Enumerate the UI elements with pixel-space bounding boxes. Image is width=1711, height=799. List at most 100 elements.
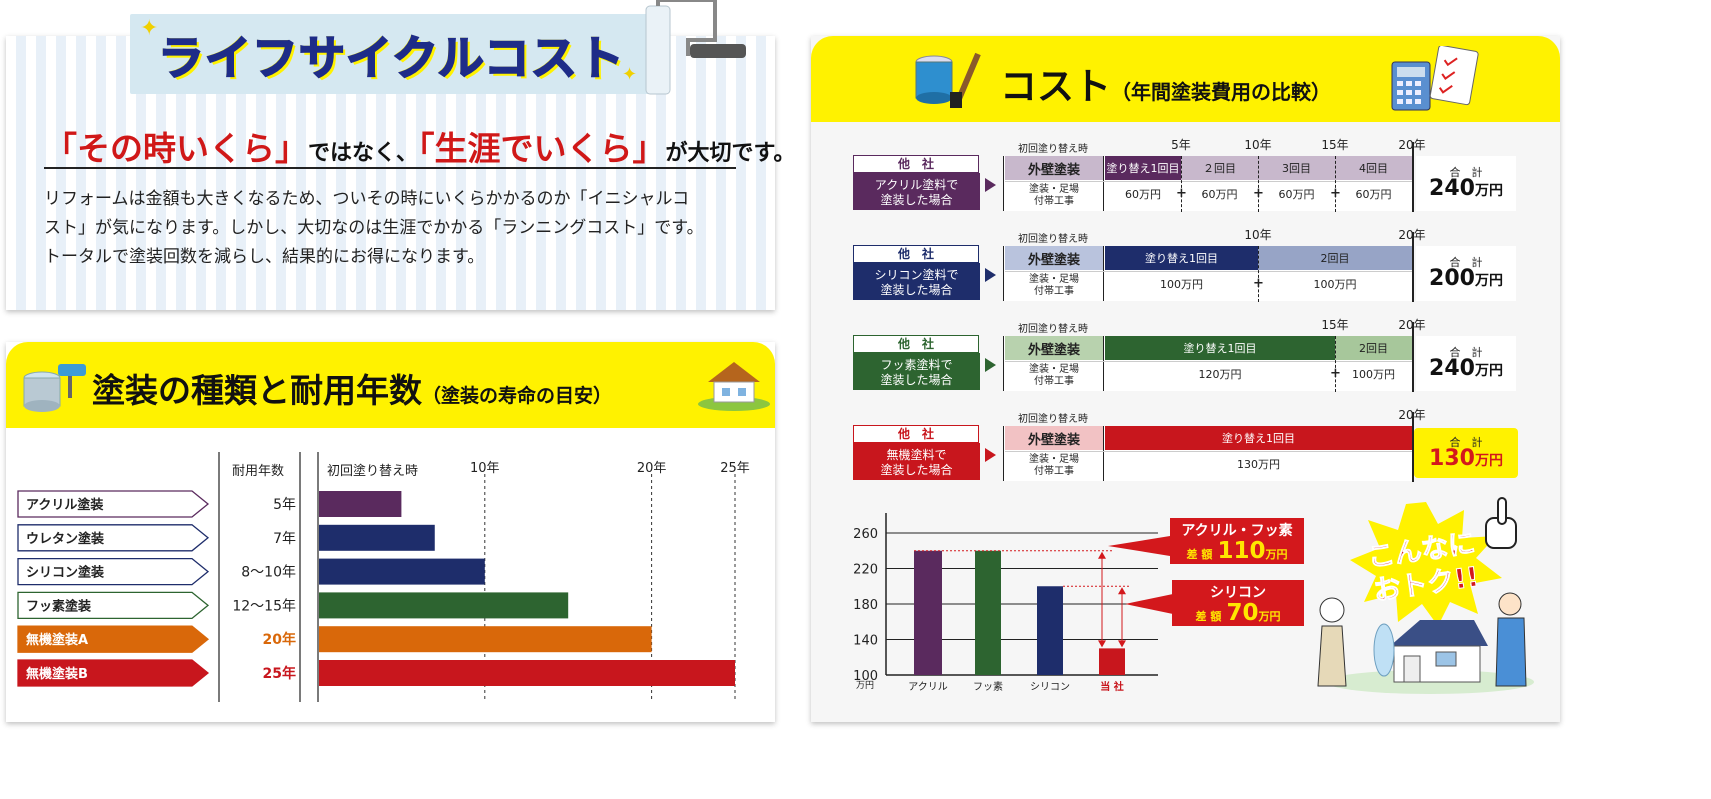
scaffold-cell: 塗装・足場 (1029, 184, 1079, 195)
y-tick-label: 260 (853, 527, 878, 542)
row-arrow-icon (985, 178, 996, 192)
row-arrow-icon (985, 448, 996, 462)
banner-title: ライフサイクルコスト (157, 30, 625, 86)
plus-icon: + (1330, 186, 1341, 201)
year-mark: 5年 (1171, 138, 1191, 152)
category-label: シリコン塗装 (26, 565, 104, 581)
first-repaint-label: 初回塗り替え時 (1018, 144, 1088, 155)
row-end-line (1412, 412, 1414, 482)
cost-title-text: コスト (1000, 65, 1111, 108)
total-unit: 万円 (1474, 183, 1503, 199)
category-label: アクリル塗装 (26, 497, 103, 513)
bar (1099, 648, 1125, 675)
arrow-head (1098, 551, 1106, 559)
durability-axis-title: 初回塗り替え時 (327, 464, 419, 479)
category-label: 無機塗装B (26, 666, 88, 682)
year-label: 8〜10年 (241, 565, 296, 581)
paint-desc-line: フッ素塗料で (880, 358, 953, 372)
x-tick-label: フッ素 (973, 680, 1003, 693)
paint-desc-line: 塗装した場合 (880, 463, 953, 477)
segment-bar: 4回目 (1335, 156, 1412, 180)
segment-bar: 2回目 (1258, 246, 1412, 270)
durability-title-text: 塗装の種類と耐用年数 (92, 371, 422, 410)
callout-num: 70 (1226, 600, 1259, 626)
category-label: 無機塗装A (26, 632, 88, 648)
scaffold-cell: 塗装・足場 (1029, 274, 1079, 285)
callout-value: 差 額 70万円 (1172, 600, 1304, 626)
cost-value: 100万円 (1313, 278, 1357, 291)
lifecycle-headline: 「その時いくら」ではなく、「生涯でいくら」が大切です。 (44, 122, 795, 170)
plus-icon: + (1253, 186, 1264, 201)
paint-desc-line: シリコン塗料で (874, 268, 959, 282)
row-arrow-icon (985, 358, 996, 372)
arrow-head (1118, 587, 1126, 595)
year-mark: 15年 (1321, 318, 1349, 332)
row-divider (1103, 336, 1104, 391)
row-divider (1103, 156, 1104, 211)
total-number: 240 (1429, 176, 1475, 201)
cost-value: 120万円 (1198, 368, 1242, 381)
scaffold-cell: 付帯工事 (1034, 196, 1074, 207)
wall-cell: 外壁塗装 (1005, 336, 1103, 360)
paint-desc-line: 塗装した場合 (880, 193, 953, 207)
callout-unit: 万円 (1265, 548, 1288, 561)
year-mark: 10年 (1244, 138, 1272, 152)
category-arrow (17, 625, 210, 653)
sparkle-icon: ✦ (140, 16, 159, 41)
category-label: フッ素塗装 (26, 598, 91, 614)
callout-prefix: 差 額 (1195, 610, 1222, 623)
comparison-chart-svg: 100 140 180 220 260 万円 アクリル フッ素 シリコン 当 社 (853, 513, 1158, 693)
callout-silicon: シリコン 差 額 70万円 (1172, 580, 1304, 626)
row-divider (1005, 271, 1412, 272)
callout-arrow (1125, 594, 1173, 614)
first-repaint-label: 初回塗り替え時 (1018, 234, 1088, 245)
house-scene-icon (1317, 592, 1534, 694)
dash-separator (1335, 156, 1336, 212)
year-label: 7年 (273, 531, 296, 547)
paint-desc-line: 塗装した場合 (880, 283, 953, 297)
year-label: 5年 (273, 497, 296, 513)
plus-icon: + (1176, 186, 1187, 201)
body-line: スト」が気になります。しかし、大切なのは生涯でかかる「ランニングコスト」です。 (44, 218, 704, 238)
banner: ライフサイクルコスト ✦ ✦ (130, 14, 650, 94)
total-box (1416, 156, 1516, 211)
row-end-line (1412, 232, 1414, 302)
segment-bar: 2回目 (1335, 336, 1412, 360)
calculator-icon (1391, 46, 1479, 111)
headline-black-1: ではなく、 (308, 141, 419, 166)
dash-separator (1335, 336, 1336, 392)
plus-icon: + (1253, 276, 1264, 291)
bar (319, 524, 435, 551)
bar (975, 550, 1001, 675)
total-box (1416, 336, 1516, 391)
body-line: リフォームは金額も大きくなるため、ついその時にいくらかかるのか「イニシャルコ (44, 189, 690, 209)
plus-icon: + (1330, 366, 1341, 381)
wall-cell: 外壁塗装 (1005, 426, 1103, 450)
total-burst (1414, 428, 1518, 478)
category-arrow (17, 524, 210, 552)
first-repaint-label: 初回塗り替え時 (1018, 414, 1088, 425)
paint-desc-line: 無機塗料で (886, 448, 947, 462)
cost-value: 60万円 (1201, 188, 1238, 201)
total-label: 合 計 (1449, 256, 1483, 269)
paint-desc-line: 塗装した場合 (880, 373, 953, 387)
year-label: 25年 (263, 665, 296, 682)
scaffold-cell: 塗装・足場 (1029, 454, 1079, 465)
segment-bar: 塗り替え1回目 (1105, 246, 1258, 270)
bar (914, 550, 942, 675)
total-label: 合 計 (1449, 436, 1483, 449)
company-label: 他 社 (853, 245, 979, 263)
row-divider (1005, 361, 1412, 362)
row-divider (1005, 181, 1412, 182)
year-label: 12〜15年 (232, 598, 296, 614)
cost-value: 100万円 (1352, 368, 1395, 381)
x-tick-label: シリコン (1030, 682, 1070, 693)
durability-subtitle: （塗装の寿命の目安） (422, 385, 613, 407)
company-label: 他 社 (853, 155, 979, 173)
headline-black-2: が大切です。 (665, 141, 796, 166)
row-divider (1005, 451, 1412, 452)
total-box (1416, 246, 1516, 301)
callout-name: シリコン (1210, 585, 1266, 601)
thumbs-up-icon (1485, 497, 1517, 549)
bar (1037, 586, 1063, 675)
